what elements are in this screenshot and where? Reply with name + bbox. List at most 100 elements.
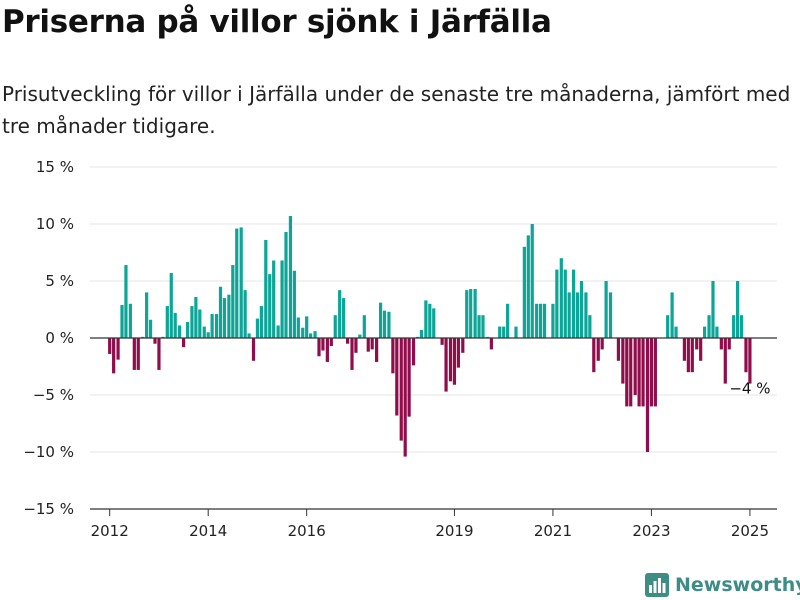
bar xyxy=(563,269,567,338)
bar xyxy=(202,326,206,338)
chart-title: Priserna på villor sjönk i Järfälla xyxy=(2,4,552,40)
bar xyxy=(452,338,457,385)
x-tick-label: 2025 xyxy=(731,522,769,540)
y-tick-label: 5 % xyxy=(45,272,74,290)
bar xyxy=(616,338,621,361)
bar xyxy=(362,315,366,338)
y-tick-label: 0 % xyxy=(45,329,74,347)
bar xyxy=(448,338,453,382)
bar xyxy=(608,292,613,338)
bar xyxy=(502,326,506,338)
bar xyxy=(555,269,559,338)
bar xyxy=(268,274,272,338)
bar xyxy=(178,325,182,338)
bar xyxy=(481,315,485,338)
bar xyxy=(539,303,543,338)
bar xyxy=(403,338,407,457)
bar xyxy=(338,290,342,338)
bar xyxy=(206,332,210,338)
axes xyxy=(90,337,777,510)
bar xyxy=(317,338,321,357)
y-tick-label: 15 % xyxy=(36,158,74,176)
bar xyxy=(288,216,293,338)
bar xyxy=(112,338,116,374)
y-tick-label: 10 % xyxy=(36,215,74,233)
bar xyxy=(292,270,296,338)
bar xyxy=(567,292,571,338)
bar xyxy=(329,338,333,346)
bar xyxy=(399,338,403,441)
bar xyxy=(674,326,678,338)
bar xyxy=(498,326,502,338)
bar xyxy=(354,338,358,353)
bar xyxy=(526,235,530,338)
bar xyxy=(165,306,169,338)
bar xyxy=(670,292,674,338)
bar xyxy=(514,326,518,338)
bar xyxy=(231,265,235,338)
x-tick-label: 2016 xyxy=(288,522,326,540)
bar xyxy=(296,317,300,338)
y-axis-tick-labels: 15 % 10 % 5 % 0 % −5 % −10 % −15 % xyxy=(23,158,74,518)
bar xyxy=(255,318,260,338)
bar xyxy=(264,239,268,338)
bar xyxy=(251,338,256,361)
bar xyxy=(542,303,547,338)
bar xyxy=(235,228,239,338)
bar xyxy=(727,338,731,350)
bar xyxy=(375,338,379,362)
bar xyxy=(535,303,539,338)
bar xyxy=(116,338,120,360)
bar xyxy=(440,338,444,345)
bar xyxy=(739,315,744,338)
bar xyxy=(690,338,694,373)
bar xyxy=(345,338,350,344)
y-tick-label: −10 % xyxy=(23,443,74,461)
bar xyxy=(325,338,329,362)
bar xyxy=(153,338,157,344)
bar xyxy=(333,315,337,338)
bar xyxy=(157,338,161,370)
bar xyxy=(707,315,711,338)
bar xyxy=(239,227,243,338)
bar xyxy=(243,290,247,338)
bar xyxy=(342,298,346,338)
bar xyxy=(218,286,223,338)
x-tick-label: 2012 xyxy=(91,522,129,540)
bar-chart: 15 %10 %5 %0 %−5 %−10 %−15 % 2012 2014 201… xyxy=(23,158,777,540)
bar xyxy=(473,288,477,338)
bar xyxy=(596,338,600,361)
bar xyxy=(637,338,641,407)
brand-name: Newsworthy xyxy=(675,574,800,596)
x-axis-tick-labels: 2012 2014 2016 2019 2021 2023 2025 xyxy=(91,509,769,540)
bar xyxy=(214,314,219,338)
bar xyxy=(695,338,699,350)
bar xyxy=(588,315,592,338)
bar xyxy=(358,334,362,338)
bar xyxy=(621,338,625,384)
bar xyxy=(382,310,387,338)
bar xyxy=(444,338,448,392)
bar xyxy=(719,338,723,350)
bar xyxy=(173,312,177,338)
bar xyxy=(579,281,584,338)
y-tick-label: −5 % xyxy=(33,386,74,404)
bar-series xyxy=(108,216,752,457)
bar xyxy=(723,338,727,384)
bar xyxy=(551,303,555,338)
bar xyxy=(600,338,604,350)
x-tick-label: 2014 xyxy=(189,522,227,540)
bar xyxy=(276,325,280,338)
bar xyxy=(629,338,633,407)
bar xyxy=(145,292,149,338)
bar xyxy=(124,265,128,338)
bar xyxy=(370,338,374,350)
bar xyxy=(222,298,227,338)
bar xyxy=(744,338,748,373)
bar xyxy=(572,269,576,338)
bar xyxy=(748,338,752,384)
bar xyxy=(686,338,690,373)
bar xyxy=(120,304,124,338)
bar xyxy=(666,315,670,338)
bar xyxy=(703,326,707,338)
